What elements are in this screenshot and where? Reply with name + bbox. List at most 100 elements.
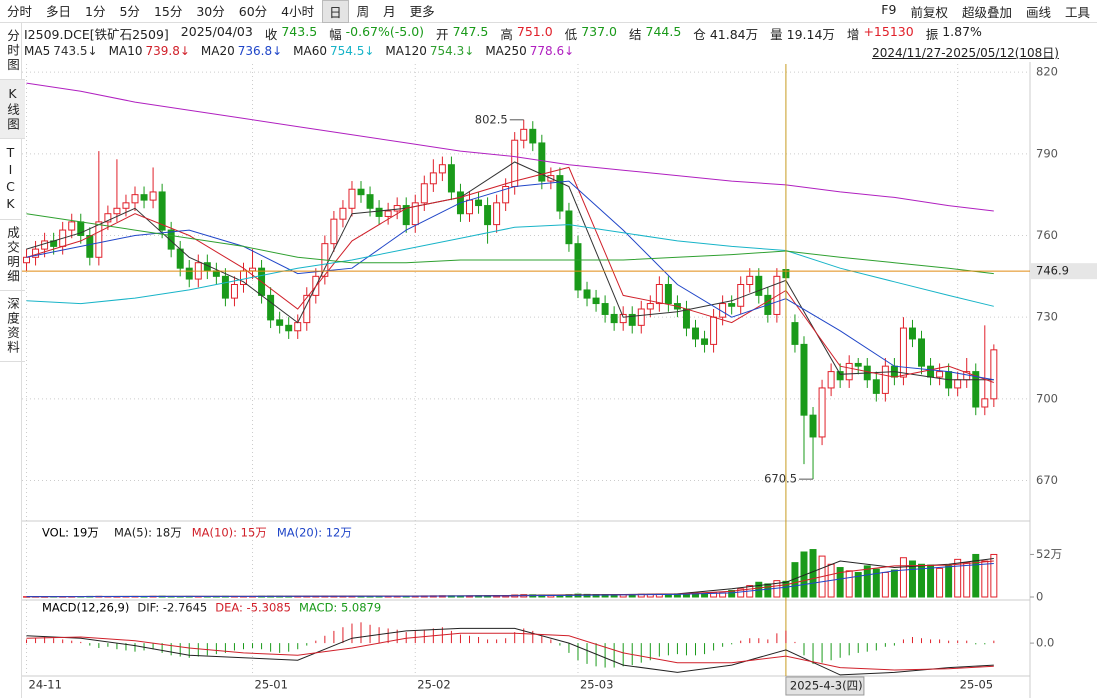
candle-body — [493, 202, 501, 226]
candle-body — [936, 371, 944, 378]
side-tab[interactable]: 成交明细 — [0, 220, 25, 291]
candle-body — [845, 362, 853, 381]
tool-button[interactable]: 画线 — [1025, 4, 1051, 20]
side-tabs: 分时图 K线图 TICK 成交明细 深度资料 — [0, 23, 25, 698]
ma-name: MA60 — [293, 44, 327, 58]
candle-body — [104, 213, 112, 223]
period-button[interactable]: 分时 — [7, 3, 33, 19]
candle-body — [601, 303, 609, 315]
field-label: 幅 — [329, 27, 342, 42]
candle-body — [303, 294, 311, 324]
tool-button[interactable]: 工具 — [1064, 4, 1090, 20]
candle-body — [95, 221, 103, 258]
field-value: 747.5 — [452, 24, 489, 39]
candle-body — [646, 303, 654, 310]
field-label: 量 — [770, 27, 783, 42]
candle-body — [149, 191, 157, 201]
candle-body — [366, 194, 374, 209]
indicator-line — [26, 180, 994, 381]
field-value: 19.14万 — [786, 27, 835, 42]
x-tick-label: 25-01 — [255, 678, 288, 692]
tool-button[interactable]: 超级叠加 — [961, 4, 1012, 20]
period-button[interactable]: 5分 — [119, 3, 140, 19]
period-button[interactable]: 多日 — [46, 3, 72, 19]
volume-bar — [782, 580, 790, 598]
period-button[interactable]: 月 — [383, 3, 396, 19]
x-tick-label: 24-11 — [29, 678, 62, 692]
candle-body — [610, 313, 618, 324]
field-label: 高 — [500, 27, 513, 42]
period-button[interactable]: 更多 — [409, 3, 435, 19]
panel-legend: MA(20): 12万 — [277, 526, 352, 540]
candle-body — [728, 303, 736, 307]
period-button[interactable]: 30分 — [196, 3, 225, 19]
candle-body — [872, 379, 880, 394]
indicator-line — [26, 224, 994, 307]
candle-body — [86, 235, 94, 258]
candle-body — [692, 327, 699, 340]
toolbar: 分时 多日 1分 5分 15分 30分 60分 4小时日周月更多 F9 前复权 超级叠加 画线 工具 — [0, 0, 1097, 23]
quote-bar: I2509.DCE[铁矿石2509] 2025/04/03 收 743.5 幅 -0.67… — [24, 24, 982, 42]
volume-bar — [972, 553, 980, 598]
candle-body — [954, 379, 962, 389]
volume-bar — [990, 553, 998, 598]
candle-body — [294, 322, 302, 332]
side-tab[interactable]: 分时图 — [0, 23, 25, 80]
volume-bar — [845, 570, 853, 598]
period-button[interactable]: 60分 — [238, 3, 268, 19]
candle-body — [809, 414, 817, 438]
candle-body — [68, 221, 76, 231]
candle-body — [918, 338, 925, 367]
field-value: 751.0 — [516, 24, 553, 39]
symbol: I2509.DCE[铁矿石2509] — [24, 27, 169, 42]
candle-body — [176, 248, 184, 269]
indicator-line — [26, 563, 994, 598]
panel-legend: DIF: -2.7645 — [137, 601, 207, 615]
tool-button[interactable]: 前复权 — [910, 4, 948, 20]
period-button[interactable]: 4小时 — [281, 3, 315, 19]
candle-body — [447, 164, 455, 193]
candle-body — [285, 324, 293, 332]
panel-title: MACD(12,26,9) — [42, 601, 129, 615]
volume-bar — [963, 562, 971, 598]
period-button[interactable]: 日 — [322, 0, 349, 23]
candle-body — [583, 289, 591, 299]
candle-body — [484, 205, 492, 226]
candle-body — [836, 371, 844, 381]
field-label: 开 — [436, 27, 449, 42]
side-tab[interactable]: 深度资料 — [0, 291, 25, 362]
candle-body — [131, 194, 139, 204]
period-button[interactable]: 周 — [356, 3, 370, 19]
axis-area — [1030, 0, 1097, 698]
candle-body — [411, 202, 419, 226]
field-value: -0.67%(-5.0) — [345, 24, 425, 39]
y-tick-label: 52万 — [1036, 547, 1062, 561]
side-tab[interactable]: K线图 — [0, 79, 25, 139]
volume-bar — [854, 571, 862, 598]
period-button[interactable]: 1分 — [85, 3, 106, 19]
volume-bar — [764, 583, 772, 598]
side-tab[interactable]: TICK — [0, 139, 21, 220]
field-label: 收 — [264, 27, 278, 42]
annotation-label: 670.5 — [764, 472, 797, 486]
date-range: 2024/11/27-2025/05/12(108日) — [872, 46, 1059, 60]
tool-button[interactable]: F9 — [881, 1, 897, 17]
candle-body — [240, 270, 247, 285]
ma-name: MA5 — [24, 44, 51, 58]
period-button[interactable]: 15分 — [153, 3, 183, 19]
volume-bar — [737, 588, 745, 598]
volume-bar — [899, 557, 907, 598]
candle-body — [276, 319, 284, 326]
y-tick-label: 0 — [1036, 590, 1043, 604]
candle-body — [529, 128, 537, 144]
y-tick-label: 700 — [1036, 391, 1058, 405]
candle-body — [574, 243, 582, 291]
volume-bar — [836, 567, 844, 598]
candle-body — [249, 267, 257, 272]
ma-name: MA10 — [108, 44, 143, 58]
candle-body — [800, 343, 808, 416]
candle-body — [927, 365, 935, 378]
field-value: 743.5 — [281, 24, 318, 39]
field-label: 增 — [846, 27, 860, 42]
